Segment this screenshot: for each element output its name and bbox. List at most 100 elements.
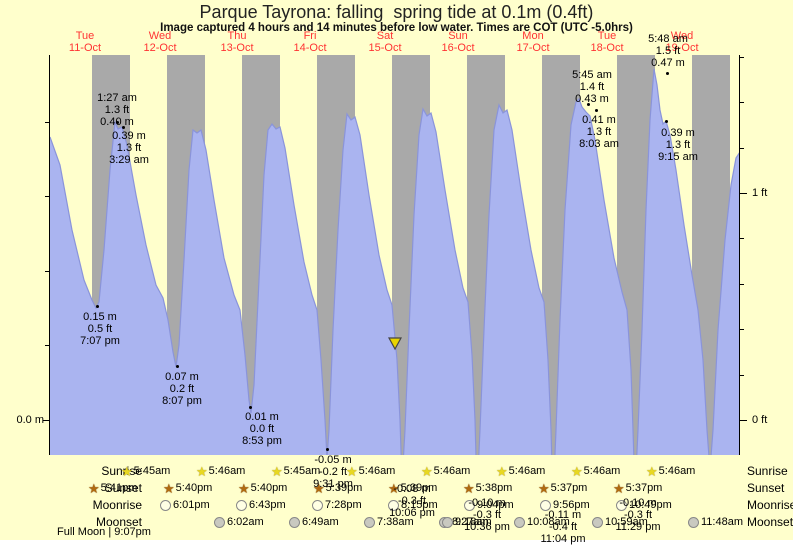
moonrise-icon xyxy=(540,499,551,511)
moonset-time: 8:27am xyxy=(452,516,489,528)
sunrise-icon: ★ xyxy=(271,463,283,479)
tide-extreme-dot xyxy=(326,448,329,451)
day-label-16-Oct: Sun 16-Oct xyxy=(441,30,475,54)
day-label-18-Oct: Tue 18-Oct xyxy=(590,30,624,54)
moonset-entry: 11:48am xyxy=(688,515,743,529)
right-axis-tick xyxy=(740,102,744,103)
moonset-icon xyxy=(214,516,225,528)
moonrise-entry: 10:49pm xyxy=(616,498,672,512)
moonset-time: 10:08am xyxy=(527,516,570,528)
sunset-time: 5:37pm xyxy=(550,482,588,494)
sunset-entry: ★ 5:38pm xyxy=(463,481,512,495)
tide-extreme-dot xyxy=(176,365,179,368)
tide-extreme-dot xyxy=(249,406,252,409)
tide-annotation: 5:45 am 1.4 ft 0.43 m xyxy=(572,69,612,105)
moonset-time: 11:48am xyxy=(701,516,743,528)
sunset-icon: ★ xyxy=(388,480,400,496)
sunrise-entry: ★ 5:46am xyxy=(571,464,620,478)
tide-extreme-dot xyxy=(116,121,119,124)
sunrise-time: 5:45am xyxy=(283,465,321,477)
sunset-icon: ★ xyxy=(313,480,325,496)
tide-plot-area xyxy=(50,55,740,455)
day-label-13-Oct: Thu 13-Oct xyxy=(220,30,254,54)
moonset-label-left: Moonset xyxy=(95,515,142,529)
tide-curve-line xyxy=(50,68,740,455)
moonrise-icon xyxy=(160,499,171,511)
right-axis-1ft-label: 1 ft xyxy=(752,187,768,199)
moonset-entry: 7:38am xyxy=(364,515,414,529)
left-axis-tick xyxy=(45,122,49,123)
sunrise-icon: ★ xyxy=(646,463,658,479)
sunset-time: 5:41pm xyxy=(100,482,138,494)
tide-annotation: 0.07 m 0.2 ft 8:07 pm xyxy=(162,371,202,407)
moonset-label-right: Moonset xyxy=(747,515,793,529)
moonset-icon xyxy=(514,516,525,528)
right-y-axis xyxy=(739,55,740,455)
moonset-entry: 10:08am xyxy=(514,515,570,529)
tide-extreme-dot xyxy=(666,72,669,75)
moonset-time: 6:02am xyxy=(227,516,264,528)
sunrise-icon: ★ xyxy=(496,463,508,479)
moonrise-icon xyxy=(388,499,399,511)
moonset-time: 9:18am xyxy=(455,516,492,528)
moonset-icon xyxy=(364,516,375,528)
sunset-entry: ★ 5:40pm xyxy=(163,481,212,495)
moonset-icon xyxy=(592,516,603,528)
moonset-icon xyxy=(688,516,699,528)
sunrise-time: 5:45am xyxy=(133,465,171,477)
moonrise-time: 6:01pm xyxy=(173,499,210,511)
right-axis-tick xyxy=(740,284,744,285)
tide-extreme-dot xyxy=(595,109,598,112)
tide-annotation: 0.01 m 0.0 ft 8:53 pm xyxy=(242,411,282,447)
sunset-label-left: Sunset xyxy=(104,481,142,495)
sunrise-icon: ★ xyxy=(346,463,358,479)
sunset-time: 5:38pm xyxy=(475,482,513,494)
sunset-time: 5:39pm xyxy=(325,482,363,494)
sunrise-time: 5:46am xyxy=(508,465,546,477)
sunset-icon: ★ xyxy=(88,480,100,496)
moonrise-icon xyxy=(236,499,247,511)
sunrise-icon: ★ xyxy=(121,463,133,479)
moonrise-label-right: Moonrise xyxy=(747,498,793,512)
moonrise-time: 7:28pm xyxy=(325,499,362,511)
moonrise-time: 8:15pm xyxy=(401,499,438,511)
tide-annotation: -0.05 m -0.2 ft 9:31 pm xyxy=(313,454,353,490)
sunrise-time: 5:46am xyxy=(583,465,621,477)
tide-annotation: -0.10 m -0.3 ft 11:29 pm xyxy=(615,497,661,533)
moonset-time: 6:49am xyxy=(302,516,339,528)
day-label-17-Oct: Mon 17-Oct xyxy=(516,30,550,54)
left-y-axis xyxy=(49,55,50,455)
moonrise-entry: 6:43pm xyxy=(236,498,286,512)
sunrise-time: 5:46am xyxy=(433,465,471,477)
moonset-icon xyxy=(442,516,453,528)
tide-annotation: -0.10 m -0.3 ft 10:36 pm xyxy=(464,497,510,533)
sunset-icon: ★ xyxy=(463,480,475,496)
sunrise-label-right: Sunrise xyxy=(747,464,788,478)
sunrise-time: 5:46am xyxy=(358,465,396,477)
moonrise-label-left: Moonrise xyxy=(92,498,142,512)
moonset-icon xyxy=(289,516,300,528)
right-axis-tick xyxy=(740,420,747,421)
day-label-19-Oct: Wed 19-Oct xyxy=(665,30,699,54)
sunrise-time: 5:46am xyxy=(658,465,696,477)
tide-curve xyxy=(50,68,740,455)
sunset-label-right: Sunset xyxy=(747,481,785,495)
tide-extreme-dot xyxy=(665,120,668,123)
moonrise-time: 10:49pm xyxy=(629,499,672,511)
left-axis-zero-label: 0.0 m xyxy=(16,414,44,426)
sunset-entry: ★ 5:40pm xyxy=(238,481,287,495)
tide-annotation: -0.08 m -0.3 ft 10:06 pm xyxy=(389,483,435,519)
tide-annotation: 0.39 m 1.3 ft 9:15 am xyxy=(658,127,698,163)
page-title: Parque Tayrona: falling spring tide at 0… xyxy=(199,2,594,22)
tide-extreme-dot xyxy=(587,103,590,106)
tide-annotation: 0.15 m 0.5 ft 7:07 pm xyxy=(80,311,120,347)
sunset-time: 5:39pm xyxy=(400,482,438,494)
moonset-time: 10:59am xyxy=(605,516,648,528)
left-axis-tick xyxy=(45,196,49,197)
moonrise-time: 9:56pm xyxy=(553,499,590,511)
moon-phase-text: Full Moon | 9:07pm xyxy=(57,526,151,538)
sunrise-entry: ★ 5:46am xyxy=(346,464,395,478)
sunrise-icon: ★ xyxy=(196,463,208,479)
sunset-icon: ★ xyxy=(538,480,550,496)
right-axis-tick xyxy=(740,148,744,149)
